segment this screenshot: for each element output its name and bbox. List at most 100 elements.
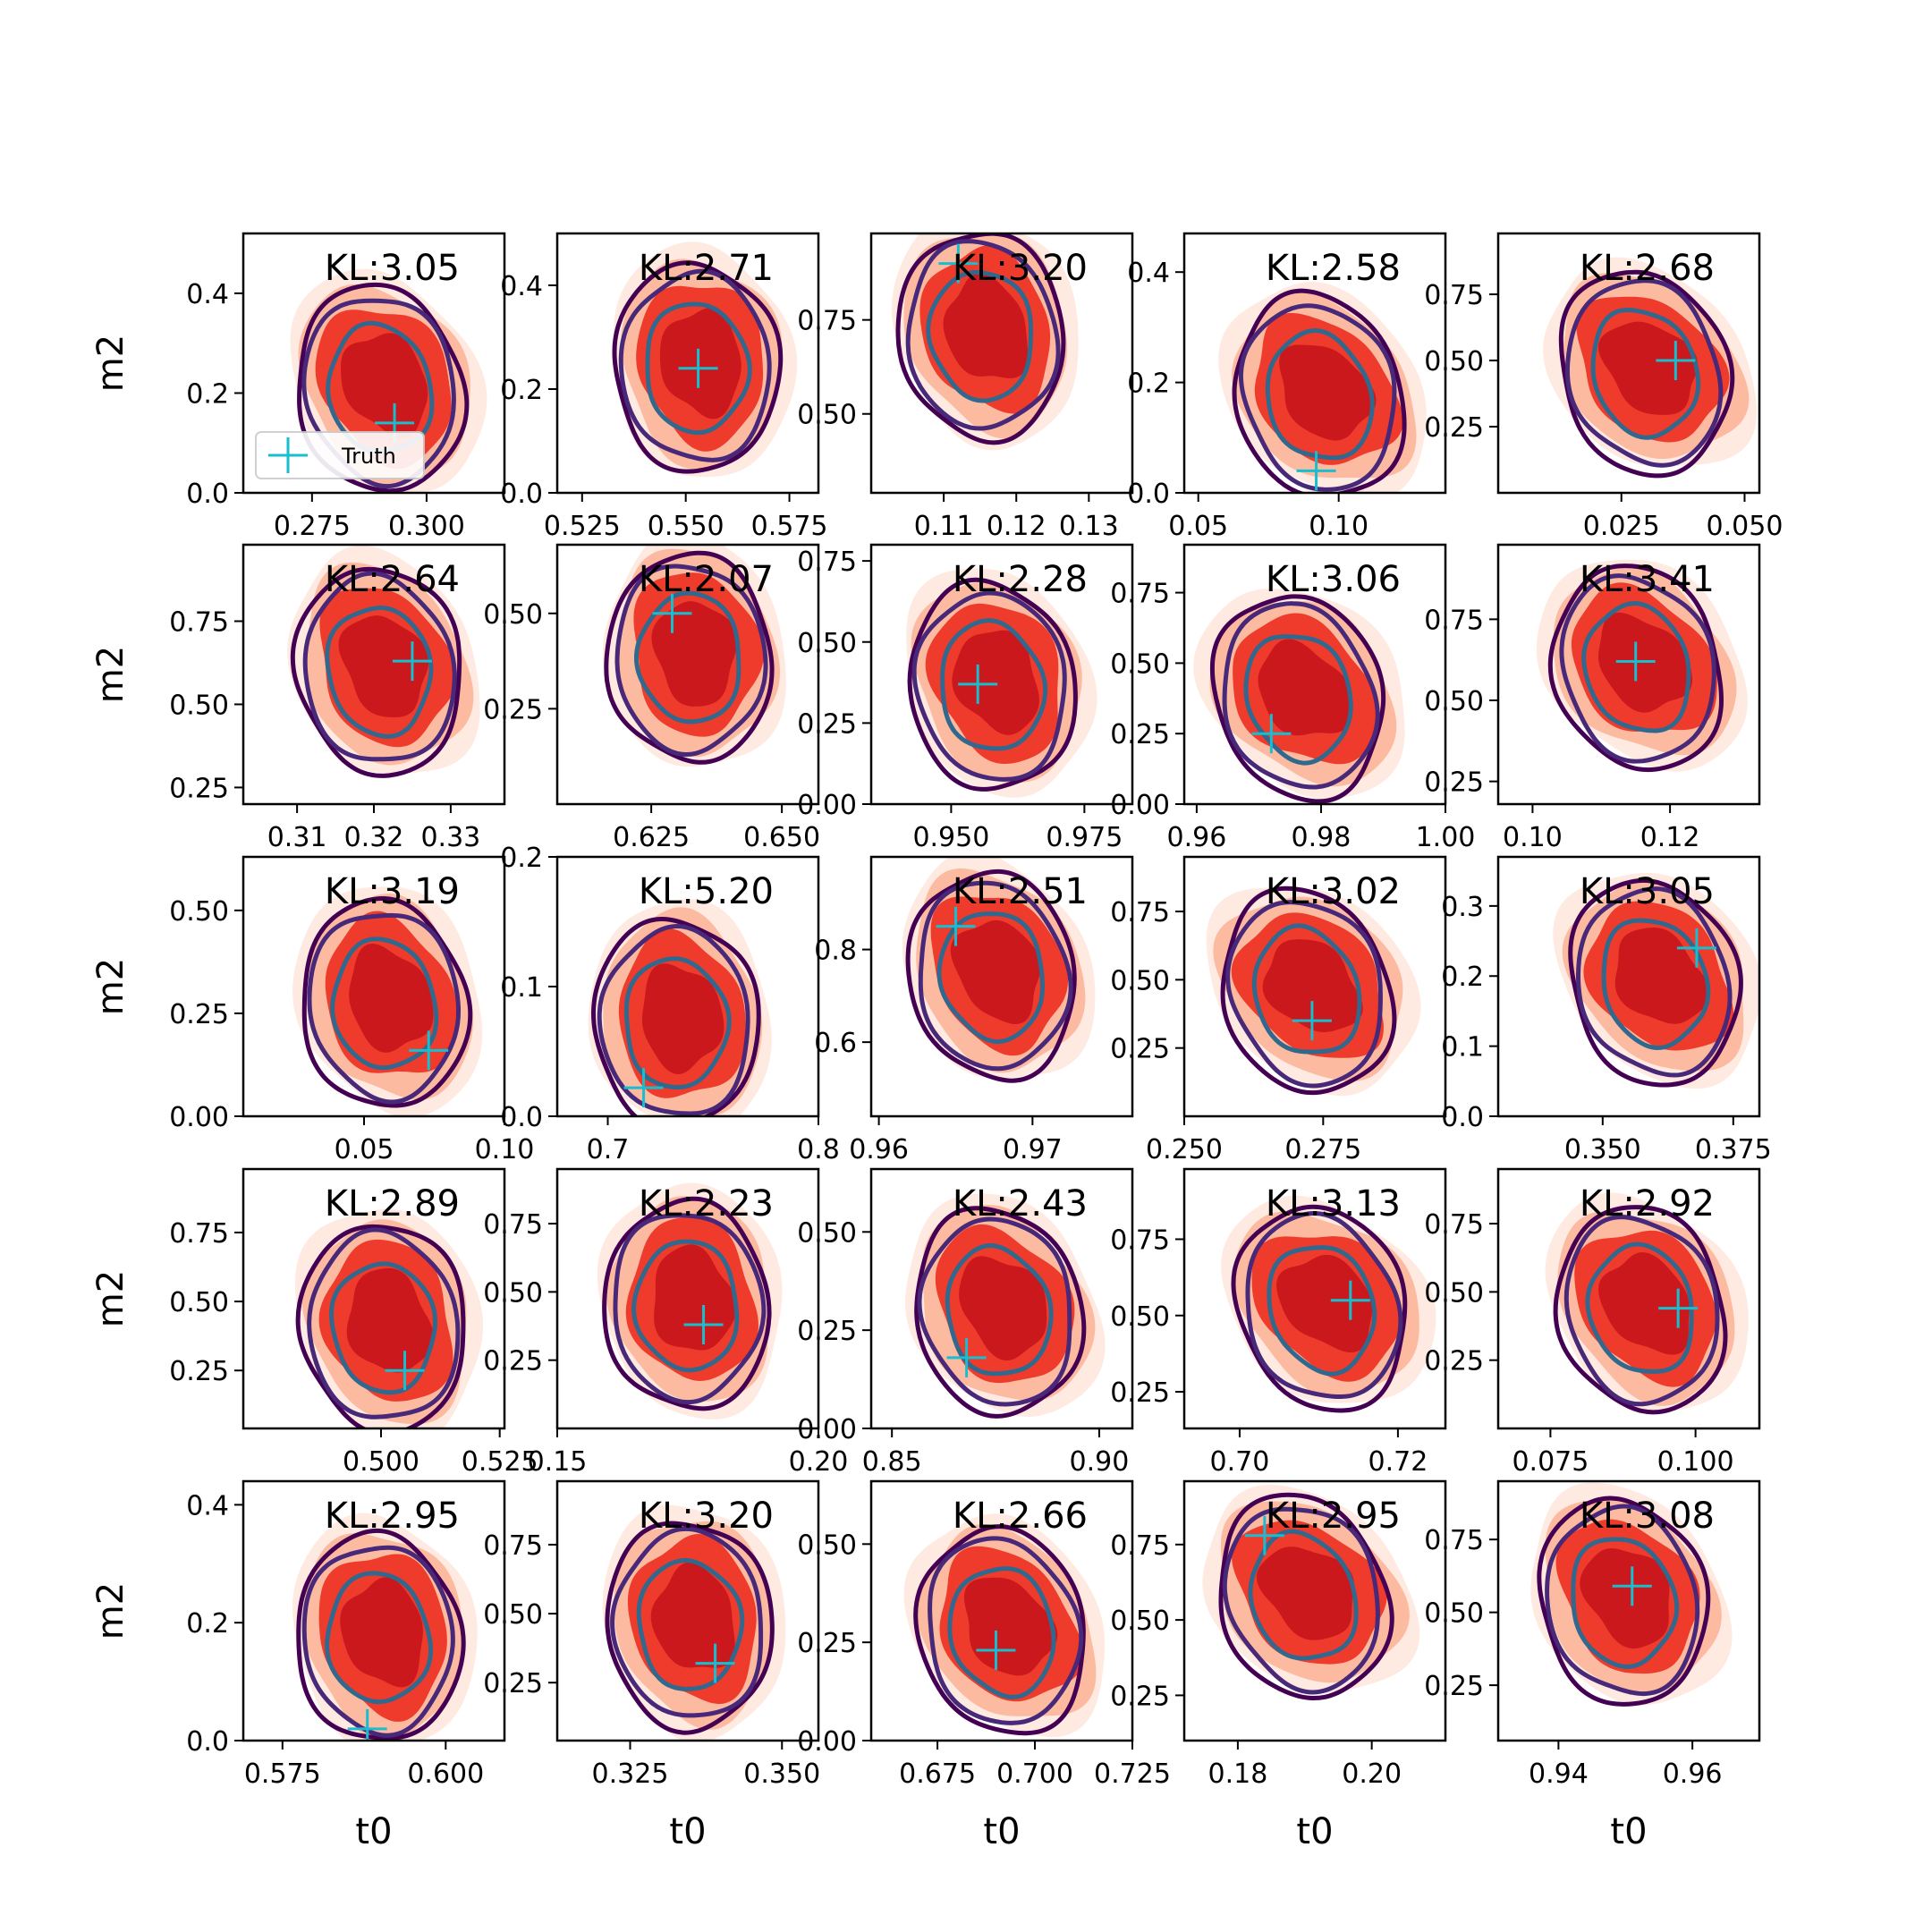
x-tick-label: 0.575 (751, 511, 828, 542)
contour-level-1 (905, 869, 1077, 1083)
truth-marker (958, 664, 998, 704)
kl-label: KL:3.06 (1266, 559, 1401, 600)
plot-area (1530, 1482, 1733, 1707)
axes-frame (1182, 232, 1447, 495)
y-tick-label: 0.75 (1110, 1224, 1170, 1256)
axes-frame (1496, 232, 1761, 495)
y-tick-label: 0.50 (169, 1287, 229, 1318)
y-tick-label: 0.25 (1424, 1671, 1484, 1702)
axes-frame (1496, 1479, 1761, 1742)
x-tick-label: 0.275 (274, 511, 351, 542)
plot-area (287, 545, 480, 778)
plot-area (902, 857, 1096, 1083)
kl-label: KL:3.05 (325, 248, 460, 289)
contour-level-1 (296, 1528, 466, 1741)
plot-area (1536, 559, 1748, 773)
y-tick-label: 0.00 (797, 1414, 857, 1445)
kde-level-4 (1262, 939, 1363, 1032)
y-tick-label: 0.0 (1441, 1102, 1484, 1133)
plot-area (1545, 1192, 1749, 1415)
x-tick-label: 0.20 (1342, 1758, 1402, 1790)
truth-marker (1244, 1515, 1284, 1555)
truth-marker (385, 1351, 425, 1391)
y-tick-label: 0.00 (797, 790, 857, 821)
contour-level-3 (1251, 923, 1362, 1055)
truth-marker (1612, 1566, 1652, 1606)
y-tick-label: 0.2 (186, 1608, 229, 1640)
y-tick-label: 0.4 (500, 271, 543, 302)
kl-label: KL:3.08 (1580, 1496, 1715, 1537)
axes-frame (1182, 543, 1447, 806)
contour-level-2 (917, 1216, 1072, 1407)
contour-level-2 (1545, 1504, 1700, 1697)
subplot-3-2: KL:5.20 0.7 0.8 0.0 0.1 0.2 (500, 843, 840, 1165)
y-tick-label: 0.50 (169, 896, 229, 928)
y-tick-label: 0.00 (169, 1102, 229, 1133)
contour-level-3 (1571, 1537, 1680, 1669)
contour-level-3 (330, 936, 439, 1071)
x-tick-label: 0.8 (797, 1134, 840, 1165)
axes-frame (869, 1479, 1134, 1742)
contour-level-2 (911, 590, 1067, 782)
y-tick-label: 0.25 (483, 1668, 543, 1699)
contour-level-3 (940, 618, 1048, 751)
y-tick-label: 0.25 (1110, 719, 1170, 750)
y-tick-label: 0.75 (1110, 1530, 1170, 1562)
x-tick-label: 0.72 (1368, 1446, 1428, 1478)
y-tick-label: 0.75 (483, 1530, 543, 1562)
x-tick-label: 0.10 (1309, 511, 1368, 542)
axes-frame (555, 232, 820, 495)
kde-level-4 (340, 333, 428, 439)
y-tick-label: 0.25 (169, 999, 229, 1030)
kde-level-4 (952, 630, 1039, 735)
axes-frame (555, 1167, 820, 1430)
subplot-4-3: KL:2.43 0.85 0.90 0.00 0.25 0.50 (797, 1167, 1134, 1478)
x-tick-label: 0.650 (743, 822, 820, 853)
contour-level-3 (631, 1239, 740, 1373)
x-tick-label: 0.675 (899, 1758, 976, 1790)
x-tick-label: 1.00 (1416, 822, 1476, 853)
y-tick-label: 0.25 (797, 708, 857, 740)
y-tick-label: 0.50 (797, 1217, 857, 1249)
contour-level-1 (612, 260, 784, 474)
axes-frame (242, 232, 506, 495)
y-tick-label: 0.75 (1424, 280, 1484, 311)
kl-label: KL:2.51 (953, 871, 1088, 912)
plot-area (597, 1182, 783, 1419)
y-tick-label: 0.50 (1110, 1606, 1170, 1637)
x-tick-label: 0.05 (1168, 511, 1228, 542)
kde-level-4 (340, 1577, 423, 1688)
kde-level-4 (1258, 639, 1352, 736)
subplot-1-4: KL:2.58 0.05 0.10 0.0 0.2 0.4 (1127, 232, 1447, 542)
x-tick-label: 0.325 (592, 1758, 669, 1790)
y-tick-label: 0.50 (1110, 965, 1170, 996)
y-tick-label: 0.25 (483, 694, 543, 725)
y-tick-label: 0.75 (797, 547, 857, 578)
plot-area (903, 1513, 1106, 1738)
x-tick-label: 0.500 (343, 1446, 419, 1478)
subplot-1-2: KL:2.71 0.525 0.550 0.575 0.0 0.2 0.4 (500, 232, 828, 542)
truth-marker (392, 641, 432, 682)
kl-label: KL:2.89 (325, 1183, 460, 1224)
truth-marker (1676, 928, 1716, 968)
y-axis-label: m2 (90, 335, 131, 392)
truth-marker (1251, 714, 1292, 754)
x-tick-label: 0.70 (1210, 1446, 1270, 1478)
kl-label: KL:3.05 (1580, 871, 1715, 912)
kl-label: KL:2.92 (1580, 1183, 1715, 1224)
y-tick-label: 0.50 (1110, 1301, 1170, 1333)
kl-label: KL:2.66 (953, 1496, 1088, 1537)
axes-frame (1182, 1479, 1447, 1742)
kde-level-4 (1597, 321, 1699, 415)
y-tick-label: 0.50 (797, 1530, 857, 1561)
contour-level-2 (1225, 900, 1383, 1089)
y-tick-label: 0.25 (1110, 1681, 1170, 1712)
truth-marker (347, 1708, 387, 1741)
y-tick-label: 0.00 (1110, 790, 1170, 821)
truth-marker (1656, 341, 1696, 381)
contour-level-3 (1243, 634, 1353, 766)
axes-frame (1182, 1167, 1447, 1430)
subplot-1-3: KL:3.20 0.11 0.12 0.13 0.50 0.75 (797, 232, 1134, 542)
kde-level-4 (943, 272, 1029, 378)
x-tick-label: 0.975 (1046, 822, 1123, 853)
